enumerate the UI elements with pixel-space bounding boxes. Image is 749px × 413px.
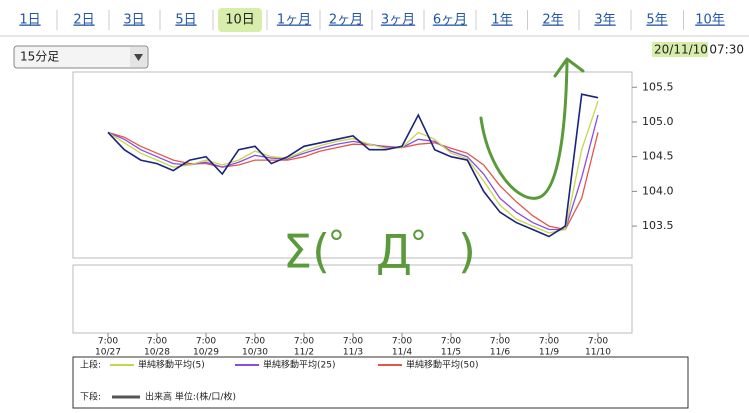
tab[interactable]: 6ヶ月 — [433, 13, 467, 28]
x-tick-time: 7:00 — [196, 337, 216, 347]
x-tick-label: 11/10 — [585, 348, 611, 358]
legend-entry: 単純移動平均(5) — [138, 359, 205, 371]
y-tick-label: 104.0 — [642, 184, 674, 197]
legend-entry: 単純移動平均(50) — [406, 359, 478, 371]
x-tick-time: 7:00 — [441, 337, 461, 347]
tab[interactable]: 3日 — [123, 13, 144, 28]
tab[interactable]: 2日 — [73, 13, 94, 28]
x-tick-time: 7:00 — [490, 337, 510, 347]
plot: 1日 2日 3日 5日 10日 1ヶ月 2ヶ月 3ヶ月 6ヶ月 1年 2年 3年 5年 10年 103.5 1… — [19, 8, 725, 403]
x-tick-label: 10/30 — [242, 348, 268, 358]
tab[interactable]: 3ヶ月 — [381, 13, 415, 28]
y-tick-label: 103.5 — [642, 219, 674, 232]
x-tick-time: 7:00 — [147, 337, 167, 347]
x-tick-label: 11/3 — [343, 348, 363, 358]
x-tick-time: 7:00 — [245, 337, 265, 347]
tab[interactable]: 1日 — [19, 13, 40, 28]
y-tick-label: 105.0 — [642, 115, 674, 128]
x-tick-label: 10/28 — [144, 348, 170, 358]
interval-dropdown[interactable] — [13, 45, 149, 69]
tab[interactable]: 1ヶ月 — [277, 13, 311, 28]
arrow-head — [553, 57, 585, 78]
tab[interactable]: 2年 — [542, 13, 563, 28]
price-panel — [72, 71, 633, 259]
hand-drawn-arrow — [479, 60, 569, 200]
y-tick-label: 105.5 — [642, 80, 674, 93]
x-tick-label: 11/4 — [392, 348, 412, 358]
x-tick-label: 11/5 — [441, 348, 461, 358]
legend-label: 下段: — [80, 391, 101, 403]
timestamp-time: 07:30 — [709, 43, 744, 57]
x-tick-label: 11/6 — [490, 348, 510, 358]
moving-average-line — [107, 131, 599, 231]
tab[interactable]: 10年 — [695, 13, 725, 28]
x-tick-label: 11/2 — [294, 348, 314, 358]
x-tick-time: 7:00 — [392, 337, 412, 347]
tab[interactable]: 5年 — [646, 13, 667, 28]
x-tick-time: 7:00 — [588, 337, 608, 347]
date-highlight — [652, 42, 708, 57]
x-tick-label: 10/27 — [95, 348, 121, 358]
tab[interactable]: 2ヶ月 — [329, 13, 363, 28]
volume-panel — [72, 264, 633, 334]
x-tick-time: 7:00 — [98, 337, 118, 347]
tab[interactable]: 10日 — [225, 13, 255, 28]
timestamp-date: 20/11/10 — [654, 43, 708, 57]
x-tick-time: 7:00 — [343, 337, 363, 347]
annotation: Σ(゜Д゜) — [283, 225, 476, 279]
legend-entry: 出来高 単位:(株/口/枚) — [145, 391, 236, 403]
price-line — [107, 93, 599, 238]
interval-label: 15分足 — [20, 50, 59, 64]
tab[interactable]: 5日 — [175, 13, 196, 28]
x-tick-time: 7:00 — [294, 337, 314, 347]
selected-tab-bg — [218, 8, 262, 32]
tab[interactable]: 3年 — [594, 13, 615, 28]
x-tick-label: 11/9 — [539, 348, 559, 358]
y-tick-label: 104.5 — [642, 150, 674, 163]
moving-average-line — [107, 100, 599, 234]
dropdown-arrow — [134, 54, 143, 61]
legend-entry: 単純移動平均(25) — [263, 359, 335, 371]
legend-label: 上段: — [80, 359, 101, 371]
x-tick-label: 10/29 — [193, 348, 219, 358]
tab[interactable]: 1年 — [491, 13, 512, 28]
x-tick-time: 7:00 — [539, 337, 559, 347]
